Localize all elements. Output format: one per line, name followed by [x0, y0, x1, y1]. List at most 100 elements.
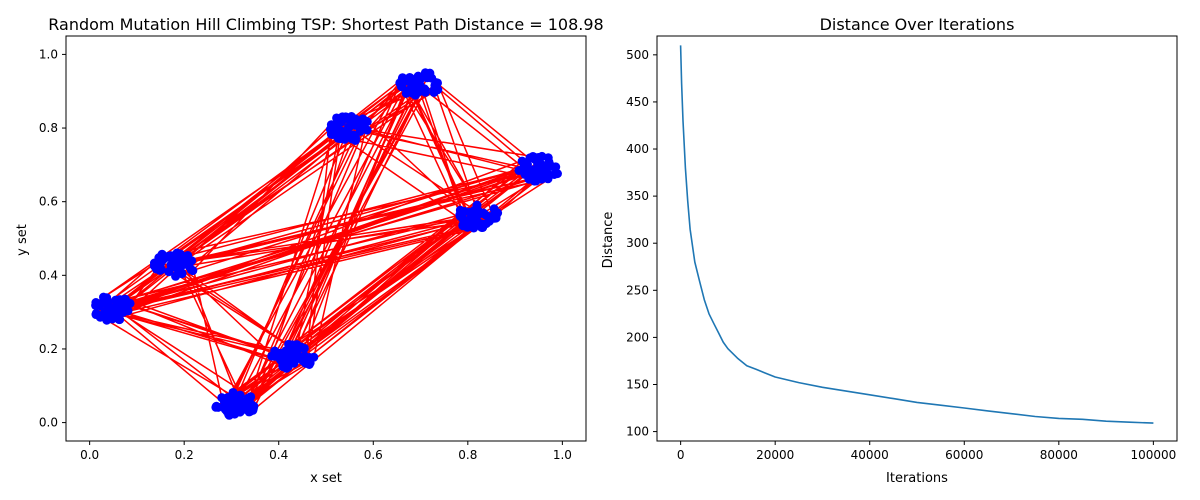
city-point	[534, 156, 544, 166]
city-point	[361, 116, 371, 126]
distance-y-tick-label: 350	[626, 189, 649, 203]
city-point	[395, 78, 405, 88]
city-point	[95, 301, 105, 311]
distance-y-ticks: 100 150 200 250 300 350 400 450 500	[626, 48, 657, 439]
city-point	[228, 387, 238, 397]
city-point	[355, 126, 365, 136]
city-point	[244, 407, 254, 417]
tsp-plot-frame	[65, 35, 587, 442]
city-point	[235, 407, 245, 417]
distance-x-tick-label: 60000	[945, 448, 983, 462]
city-point	[169, 256, 179, 266]
city-point	[299, 343, 309, 353]
city-point	[188, 266, 198, 276]
distance-y-tick-label: 250	[626, 283, 649, 297]
city-point	[159, 254, 169, 264]
tsp-y-tick-label: 1.0	[39, 47, 58, 61]
city-point	[305, 358, 315, 368]
city-point	[330, 122, 340, 132]
city-point	[492, 209, 502, 219]
city-point	[164, 267, 174, 277]
distance-y-tick-label: 300	[626, 236, 649, 250]
distance-x-tick-label: 0	[677, 448, 685, 462]
city-point	[485, 215, 495, 225]
tsp-cities	[91, 68, 562, 420]
tsp-x-tick-label: 0.4	[269, 448, 288, 462]
tsp-x-tick-label: 0.2	[175, 448, 194, 462]
city-point	[346, 117, 356, 127]
city-point	[408, 85, 418, 95]
city-point	[332, 113, 342, 123]
tsp-x-tick-label: 1.0	[553, 448, 572, 462]
distance-x-ticks: 0 20000 40000 60000 80000 100000	[677, 441, 1176, 462]
distance-x-tick-label: 100000	[1130, 448, 1176, 462]
city-point	[420, 87, 430, 97]
city-point	[341, 130, 351, 140]
city-point	[543, 174, 553, 184]
city-point	[476, 208, 486, 218]
distance-y-tick-label: 500	[626, 48, 649, 62]
tsp-x-ticks: 0.0 0.2 0.4 0.6 0.8 1.0	[80, 441, 572, 462]
distance-y-tick-label: 200	[626, 330, 649, 344]
city-point	[525, 153, 535, 163]
city-point	[362, 125, 372, 135]
tsp-y-tick-label: 0.6	[39, 195, 58, 209]
city-point	[549, 169, 559, 179]
city-point	[105, 304, 115, 314]
city-point	[177, 260, 187, 270]
city-point	[122, 297, 132, 307]
city-point	[535, 170, 545, 180]
tsp-route-line	[94, 72, 559, 417]
tsp-y-tick-label: 0.4	[39, 268, 58, 282]
city-point	[295, 352, 305, 362]
distance-x-tick-label: 40000	[851, 448, 889, 462]
tsp-x-tick-label: 0.8	[458, 448, 477, 462]
city-point	[519, 162, 529, 172]
city-point	[224, 409, 234, 419]
tsp-x-axis-label: x set	[310, 471, 342, 486]
distance-chart-title: Distance Over Iterations	[820, 15, 1015, 34]
city-point	[183, 250, 193, 260]
tsp-y-tick-label: 0.2	[39, 342, 58, 356]
city-point	[155, 265, 165, 275]
tsp-y-axis-label: y set	[15, 224, 30, 256]
city-point	[420, 70, 430, 80]
distance-line	[679, 45, 1154, 424]
tsp-x-tick-label: 0.6	[364, 448, 383, 462]
city-point	[465, 207, 475, 217]
city-point	[458, 221, 468, 231]
distance-y-tick-label: 100	[626, 425, 649, 439]
tsp-x-tick-label: 0.0	[80, 448, 99, 462]
city-point	[95, 312, 105, 322]
city-point	[177, 268, 187, 278]
tsp-chart-title: Random Mutation Hill Climbing TSP: Short…	[48, 15, 603, 34]
city-point	[103, 297, 113, 307]
tsp-y-tick-label: 0.0	[39, 416, 58, 430]
tsp-y-tick-label: 0.8	[39, 121, 58, 135]
distance-plot-frame	[656, 35, 1178, 442]
distance-x-axis-label: Iterations	[886, 471, 948, 486]
city-point	[241, 398, 251, 408]
tsp-path-chart: Random Mutation Hill Climbing TSP: Short…	[15, 15, 604, 486]
distance-y-tick-label: 400	[626, 142, 649, 156]
distance-y-axis-label: Distance	[601, 212, 616, 269]
distance-series-line	[679, 45, 1154, 424]
city-point	[326, 129, 336, 139]
distance-y-tick-label: 450	[626, 95, 649, 109]
city-point	[273, 349, 283, 359]
city-point	[287, 340, 297, 350]
city-point	[457, 213, 467, 223]
city-point	[466, 217, 476, 227]
city-point	[432, 78, 442, 88]
tsp-y-ticks: 0.0 0.2 0.4 0.6 0.8 1.0	[39, 47, 66, 430]
distance-x-tick-label: 80000	[1040, 448, 1078, 462]
distance-y-tick-label: 150	[626, 377, 649, 391]
city-point	[477, 222, 487, 232]
city-point	[220, 398, 230, 408]
city-point	[455, 205, 465, 215]
distance-x-tick-label: 20000	[756, 448, 794, 462]
distance-chart: Distance Over Iterations Iterations Dist…	[601, 15, 1178, 486]
tsp-path	[94, 72, 559, 417]
city-point	[115, 315, 125, 325]
